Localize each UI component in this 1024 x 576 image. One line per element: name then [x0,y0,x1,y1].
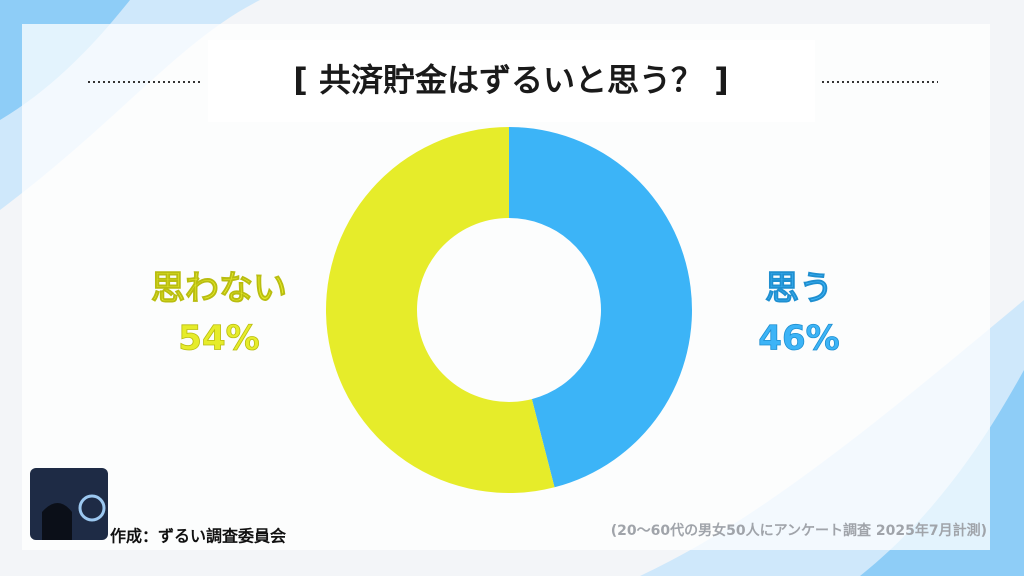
category-label: 思う [765,269,833,309]
logo-lens [78,494,106,522]
donut-segment [325,127,555,493]
note: (20〜60代の男女50人にアンケート調査 2025年7月計測) [611,522,987,539]
logo-figure [42,503,72,540]
title-box [208,40,815,122]
donut-segment [509,127,692,488]
category-label: 思わない [151,269,287,309]
value-label: 54% [178,319,259,359]
chart-title: [ 共済貯金はずるいと思う？ ] [293,61,729,99]
credit: 作成：ずるい調査委員会 [110,527,286,546]
value-label: 46% [758,319,839,359]
